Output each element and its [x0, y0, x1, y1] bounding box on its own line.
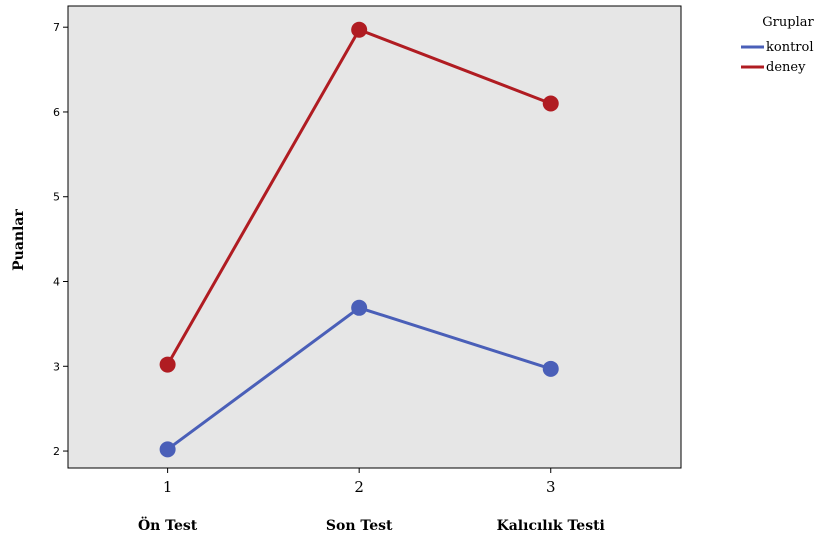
data-point-kontrol	[351, 299, 368, 316]
y-tick-label: 7	[53, 21, 60, 34]
x-category-label: Kalıcılık Testi	[497, 518, 605, 534]
legend-label-deney: deney	[766, 60, 806, 75]
data-point-deney	[351, 21, 368, 38]
y-tick-label: 3	[53, 360, 60, 373]
x-category-label: Ön Test	[138, 515, 198, 534]
y-tick-label: 4	[53, 276, 60, 289]
legend: Gruplar kontrol deney	[741, 15, 814, 75]
data-point-deney	[159, 356, 176, 373]
x-tick-label: 1	[163, 478, 173, 496]
x-axis: 1 Ön Test 2 Son Test 3 Kalıcılık Testi	[138, 468, 605, 534]
x-tick-label: 2	[354, 478, 364, 496]
y-tick-label: 5	[53, 191, 60, 204]
y-axis: 2 3 4 5 6 7	[53, 21, 68, 458]
y-axis-label: Puanlar	[11, 209, 27, 271]
legend-title: Gruplar	[762, 15, 814, 30]
data-point-kontrol	[159, 441, 176, 458]
y-tick-label: 2	[53, 445, 60, 458]
data-point-kontrol	[542, 360, 559, 377]
series-group	[159, 21, 559, 458]
plot-area	[67, 5, 682, 469]
legend-label-kontrol: kontrol	[766, 40, 814, 55]
data-point-deney	[542, 95, 559, 112]
x-category-label: Son Test	[326, 518, 393, 534]
y-tick-label: 6	[53, 106, 60, 119]
x-tick-label: 3	[546, 478, 556, 496]
